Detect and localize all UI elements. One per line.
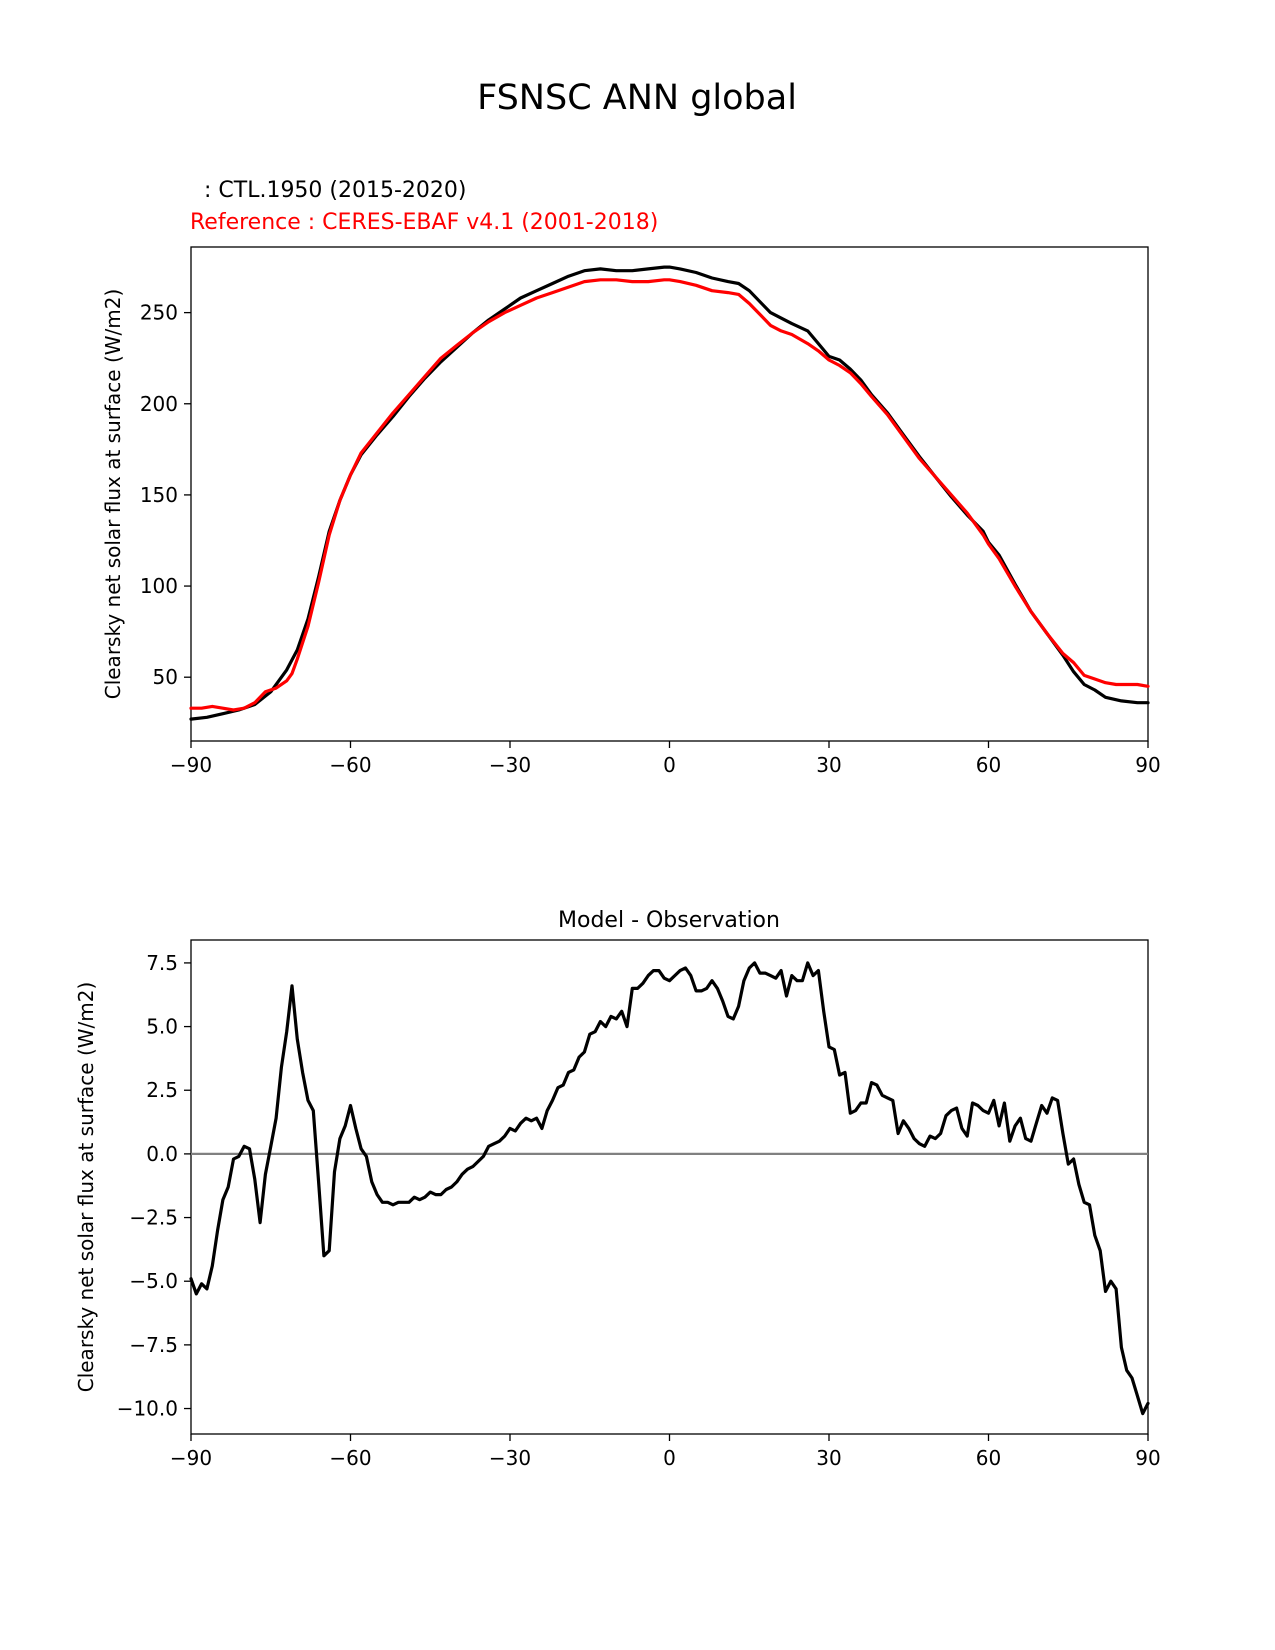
top-panel-plot: 50 100 150 200 250 −90 −60 −30 0 30 60 90 Clearsky…	[101, 246, 1161, 777]
bottom-y-tick-label: −10.0	[117, 1397, 178, 1421]
bottom-y-tick-label: 5.0	[146, 1015, 178, 1039]
bottom-y-tick-label: 7.5	[146, 951, 178, 975]
bottom-y-tick-label: −7.5	[129, 1333, 178, 1357]
top-x-tick-label: −60	[329, 753, 371, 777]
top-y-tick-label: 250	[140, 301, 178, 325]
bottom-x-tick-label: −30	[489, 1446, 531, 1470]
bottom-x-tick-label: 60	[976, 1446, 1001, 1470]
bottom-y-tick-label: −5.0	[129, 1269, 178, 1293]
top-y-tick-label: 200	[140, 392, 178, 416]
top-y-tick-label: 100	[140, 574, 178, 598]
bottom-y-tick-label: −2.5	[129, 1206, 178, 1230]
bottom-panel-y-axis: −10.0 −7.5 −5.0 −2.5 0.0 2.5 5.0 7.5	[117, 951, 191, 1421]
bottom-x-tick-label: 30	[816, 1446, 841, 1470]
bottom-panel-plot: Model - Observation −10.0 −7.5 −5.0 −2.5 0.0…	[74, 908, 1161, 1470]
top-y-tick-label: 50	[153, 665, 178, 689]
top-x-tick-label: 30	[816, 753, 841, 777]
test-case-subtitle: : CTL.1950 (2015-2020)	[190, 178, 467, 203]
top-x-tick-label: 90	[1135, 753, 1160, 777]
top-panel-x-axis: −90 −60 −30 0 30 60 90	[170, 741, 1161, 777]
bottom-y-tick-label: 2.5	[146, 1078, 178, 1102]
bottom-x-tick-label: 0	[663, 1446, 676, 1470]
top-panel-y-label: Clearsky net solar flux at surface (W/m2…	[101, 289, 125, 700]
bottom-x-tick-label: −90	[170, 1446, 212, 1470]
bottom-x-tick-label: −60	[329, 1446, 371, 1470]
figure-title: FSNSC ANN global	[477, 78, 797, 118]
top-x-tick-label: 60	[976, 753, 1001, 777]
bottom-panel-x-axis: −90 −60 −30 0 30 60 90	[170, 1434, 1161, 1470]
top-panel-y-axis: 50 100 150 200 250	[140, 301, 191, 689]
top-series-line-reference	[189, 278, 1150, 712]
bottom-y-tick-label: 0.0	[146, 1142, 178, 1166]
reference-subtitle: Reference : CERES-EBAF v4.1 (2001-2018)	[190, 210, 658, 235]
top-y-tick-label: 150	[140, 483, 178, 507]
top-x-tick-label: −30	[489, 753, 531, 777]
top-panel-series	[189, 265, 1150, 721]
bottom-series-line-difference	[189, 961, 1150, 1416]
bottom-panel-title: Model - Observation	[558, 908, 780, 933]
bottom-panel-series	[189, 961, 1150, 1416]
bottom-panel-y-label: Clearsky net solar flux at surface (W/m2…	[74, 982, 98, 1393]
top-x-tick-label: 0	[663, 753, 676, 777]
bottom-x-tick-label: 90	[1135, 1446, 1160, 1470]
top-x-tick-label: −90	[170, 753, 212, 777]
